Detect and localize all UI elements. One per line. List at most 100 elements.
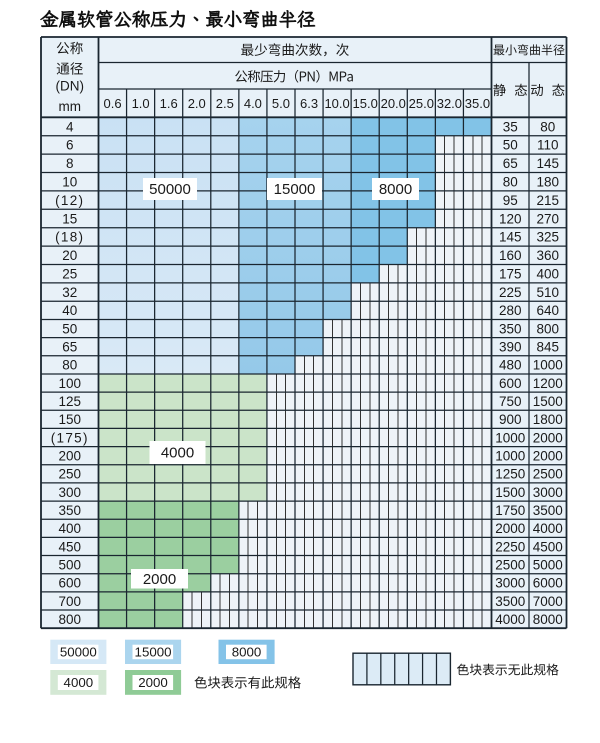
svg-text:900: 900 [499,412,522,427]
svg-text:2000: 2000 [143,571,176,588]
svg-text:95: 95 [503,193,518,208]
svg-text:4500: 4500 [533,539,563,554]
svg-text:1000: 1000 [495,449,525,464]
svg-text:2000: 2000 [138,675,168,690]
svg-text:1.0: 1.0 [132,96,150,111]
svg-text:450: 450 [58,539,81,554]
svg-text:2250: 2250 [495,539,525,554]
svg-text:150: 150 [58,412,81,427]
svg-text:3000: 3000 [533,485,563,500]
svg-text:400: 400 [536,267,559,282]
svg-text:2500: 2500 [533,467,563,482]
svg-text:2.0: 2.0 [188,96,206,111]
svg-text:125: 125 [58,394,81,409]
svg-text:160: 160 [499,248,522,263]
svg-text:4: 4 [66,119,74,134]
svg-text:15000: 15000 [274,181,316,198]
svg-text:10.0: 10.0 [324,96,349,111]
svg-text:35.0: 35.0 [465,96,490,111]
svg-text:4000: 4000 [533,521,563,536]
svg-text:1500: 1500 [533,394,563,409]
svg-text:3500: 3500 [533,503,563,518]
svg-text:1.6: 1.6 [160,96,178,111]
svg-text:35: 35 [503,119,518,134]
svg-text:480: 480 [499,358,522,373]
svg-text:2000: 2000 [533,449,563,464]
svg-text:5.0: 5.0 [272,96,290,111]
svg-text:2.5: 2.5 [216,96,234,111]
svg-text:80: 80 [503,175,518,190]
svg-text:50: 50 [62,321,77,336]
svg-text:600: 600 [499,376,522,391]
svg-text:0.6: 0.6 [104,96,122,111]
svg-text:3000: 3000 [495,576,525,591]
svg-text:100: 100 [58,376,81,391]
svg-text:(12): (12) [55,193,84,208]
svg-text:215: 215 [536,193,559,208]
svg-text:5000: 5000 [533,557,563,572]
svg-text:8000: 8000 [232,645,262,660]
svg-text:360: 360 [536,248,559,263]
svg-text:6: 6 [66,138,74,153]
svg-text:15000: 15000 [135,645,172,660]
svg-text:8: 8 [66,156,74,171]
svg-text:(18): (18) [55,230,84,245]
svg-text:8000: 8000 [379,181,412,198]
svg-text:270: 270 [536,211,559,226]
svg-text:65: 65 [62,340,77,355]
svg-text:10: 10 [62,175,77,190]
svg-text:6000: 6000 [533,576,563,591]
svg-text:50: 50 [503,138,518,153]
svg-text:4000: 4000 [64,675,94,690]
svg-text:300: 300 [58,485,81,500]
svg-text:1200: 1200 [533,376,563,391]
svg-text:50000: 50000 [149,181,191,198]
svg-text:325: 325 [536,230,559,245]
svg-text:225: 225 [499,285,522,300]
svg-text:110: 110 [537,138,559,153]
svg-text:32: 32 [62,285,77,300]
svg-text:80: 80 [540,119,555,134]
svg-text:800: 800 [536,321,559,336]
svg-text:15: 15 [62,211,77,226]
svg-text:350: 350 [58,503,81,518]
svg-text:4000: 4000 [495,612,525,627]
svg-text:2000: 2000 [495,521,525,536]
svg-text:1500: 1500 [495,485,525,500]
svg-text:1000: 1000 [533,358,563,373]
svg-text:40: 40 [62,303,77,318]
svg-text:8000: 8000 [533,612,563,627]
svg-text:1750: 1750 [495,503,525,518]
svg-text:1250: 1250 [495,467,525,482]
svg-text:32.0: 32.0 [437,96,462,111]
svg-text:7000: 7000 [533,594,563,609]
svg-text:250: 250 [58,467,81,482]
svg-text:4000: 4000 [161,445,194,462]
svg-text:4.0: 4.0 [244,96,262,111]
svg-text:(DN): (DN) [56,79,85,94]
svg-text:15.0: 15.0 [353,96,378,111]
svg-text:700: 700 [58,594,81,609]
svg-text:600: 600 [58,576,81,591]
svg-text:(175): (175) [51,430,89,445]
svg-text:180: 180 [536,175,559,190]
svg-text:25.0: 25.0 [409,96,434,111]
svg-text:3500: 3500 [495,594,525,609]
svg-text:400: 400 [58,521,81,536]
svg-text:800: 800 [58,612,81,627]
svg-text:510: 510 [536,285,559,300]
svg-text:25: 25 [62,267,77,282]
svg-text:20: 20 [62,248,77,263]
svg-text:20.0: 20.0 [381,96,406,111]
svg-text:175: 175 [499,267,522,282]
svg-text:145: 145 [499,230,522,245]
svg-text:50000: 50000 [60,645,97,660]
svg-text:1800: 1800 [533,412,563,427]
svg-text:6.3: 6.3 [300,96,318,111]
svg-text:500: 500 [58,557,81,572]
svg-text:280: 280 [499,303,522,318]
svg-text:750: 750 [499,394,522,409]
svg-text:2500: 2500 [495,557,525,572]
svg-text:845: 845 [536,340,559,355]
svg-text:2000: 2000 [533,430,563,445]
